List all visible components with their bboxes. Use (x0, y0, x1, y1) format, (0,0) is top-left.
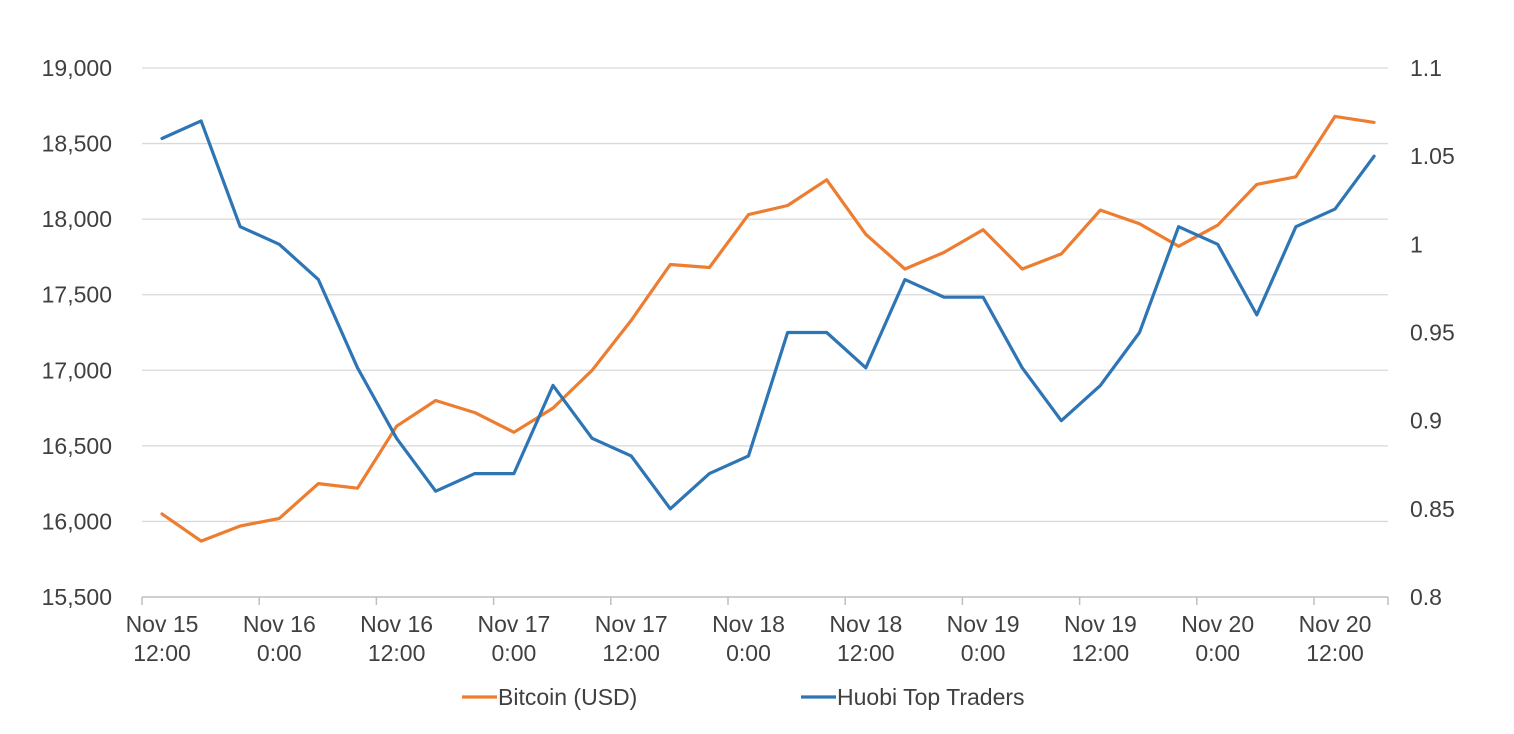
y-left-tick-label: 18,500 (42, 131, 112, 157)
x-tick-label: 12:00 (368, 640, 426, 666)
y-right-tick-label: 0.9 (1410, 408, 1442, 434)
y-left-tick-label: 18,000 (42, 206, 112, 232)
legend: Bitcoin (USD) Huobi Top Traders (462, 684, 1025, 710)
y-axis-right: 0.8 0.85 0.9 0.95 1 1.05 1.1 (1410, 55, 1455, 610)
y-right-tick-label: 0.8 (1410, 584, 1442, 610)
x-tick-label: 0:00 (257, 640, 302, 666)
y-left-tick-label: 16,000 (42, 508, 112, 534)
x-tick-label: 12:00 (1072, 640, 1130, 666)
y-axis-left: 15,500 16,000 16,500 17,000 17,500 18,000 18,5… (42, 55, 112, 610)
y-left-tick-label: 17,000 (42, 357, 112, 383)
y-right-tick-label: 0.95 (1410, 320, 1455, 346)
x-tick-label: 12:00 (602, 640, 660, 666)
x-tick-label: 0:00 (1195, 640, 1240, 666)
y-right-tick-label: 1 (1410, 231, 1423, 257)
x-tick-label: 0:00 (726, 640, 771, 666)
series-line-huobi-top-traders (160, 119, 1376, 511)
y-right-tick-label: 1.1 (1410, 55, 1442, 81)
y-left-tick-label: 16,500 (42, 433, 112, 459)
series-lines (160, 114, 1376, 543)
x-tick-label: 0:00 (961, 640, 1006, 666)
x-tick-label: Nov 15 (126, 611, 199, 637)
x-tick-label: Nov 20 (1181, 611, 1254, 637)
legend-label: Bitcoin (USD) (498, 684, 637, 710)
y-left-tick-label: 17,500 (42, 282, 112, 308)
x-tick-label: Nov 19 (1064, 611, 1137, 637)
x-tick-label: Nov 20 (1299, 611, 1372, 637)
x-tick-label: 12:00 (1306, 640, 1364, 666)
x-tick-label: Nov 19 (947, 611, 1020, 637)
x-tick-label: Nov 18 (829, 611, 902, 637)
legend-label: Huobi Top Traders (837, 684, 1025, 710)
y-right-tick-label: 1.05 (1410, 143, 1455, 169)
x-tick-label: Nov 17 (595, 611, 668, 637)
x-tick-label: Nov 18 (712, 611, 785, 637)
x-tick-label: 12:00 (133, 640, 191, 666)
x-tick-label: Nov 17 (477, 611, 550, 637)
x-tick-label: 0:00 (492, 640, 537, 666)
x-tick-label: 12:00 (837, 640, 895, 666)
x-tick-label: Nov 16 (360, 611, 433, 637)
y-left-tick-label: 15,500 (42, 584, 112, 610)
y-right-tick-label: 0.85 (1410, 496, 1455, 522)
y-left-tick-label: 19,000 (42, 55, 112, 81)
gridlines (142, 67, 1388, 523)
x-tick-label: Nov 16 (243, 611, 316, 637)
series-line-bitcoin-usd (160, 114, 1376, 543)
x-axis: Nov 15 12:00 Nov 16 0:00 Nov 16 12:00 Nov 17 0:… (126, 596, 1389, 666)
